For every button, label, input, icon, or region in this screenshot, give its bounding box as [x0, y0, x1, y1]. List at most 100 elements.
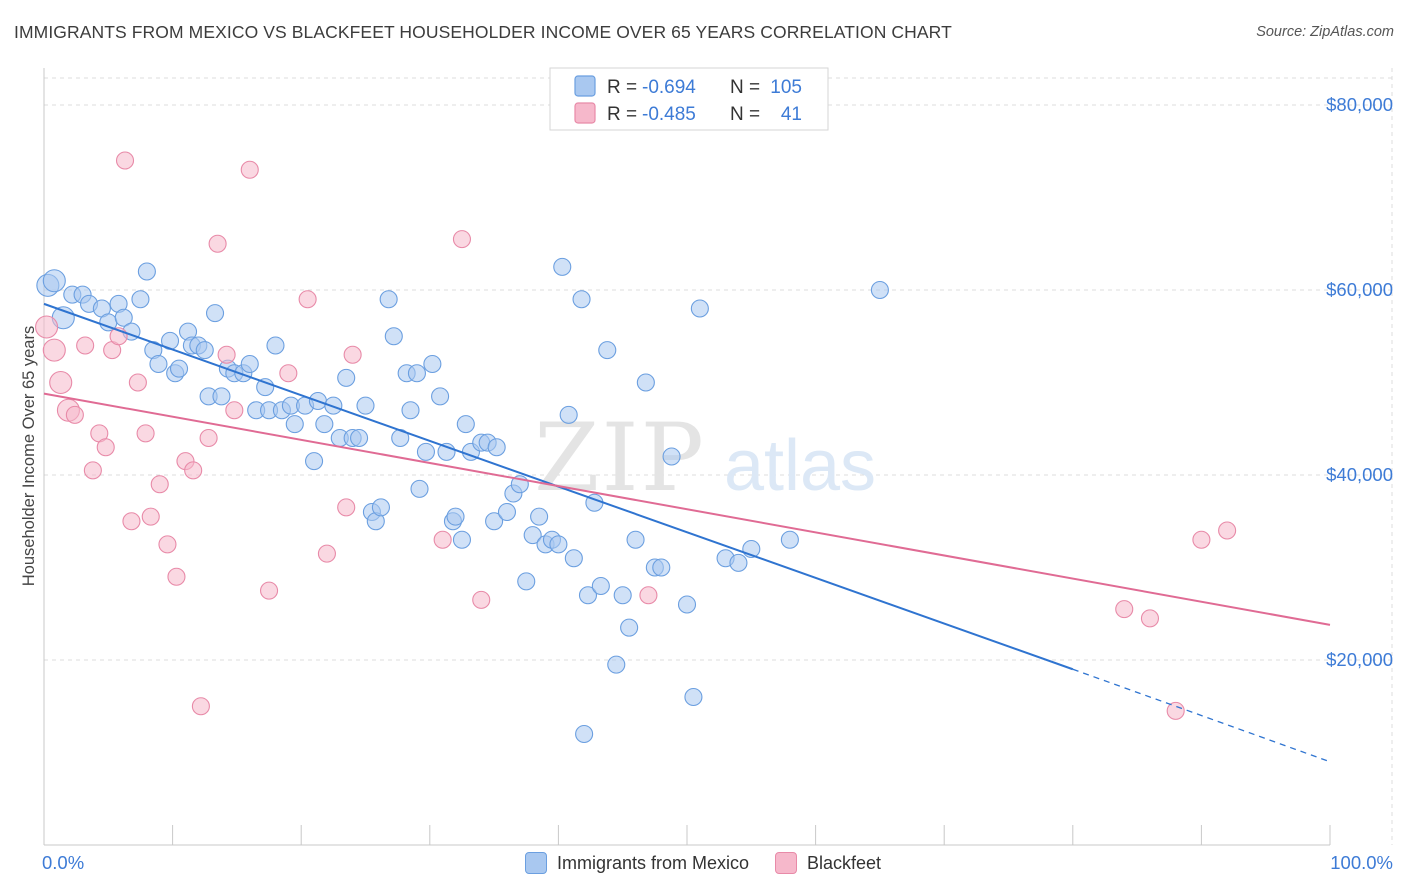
legend-n-label: N =: [730, 104, 760, 125]
data-point: [607, 655, 626, 674]
data-point: [559, 405, 578, 424]
data-point: [662, 447, 681, 466]
legend-n-value: 41: [781, 104, 802, 125]
data-point: [350, 428, 369, 448]
x-tick-label-max: 100.0%: [1330, 852, 1393, 873]
data-point: [456, 415, 475, 434]
data-point: [487, 438, 506, 457]
data-point: [410, 479, 429, 498]
data-point: [158, 535, 177, 554]
data-point: [1115, 600, 1134, 619]
y-tick-label: $80,000: [1326, 94, 1393, 115]
source-credit: Source: ZipAtlas.com: [1256, 24, 1394, 40]
legend-swatch-blue: [524, 852, 547, 874]
legend-row-swatch: [574, 102, 596, 124]
data-point: [620, 618, 639, 637]
data-point: [578, 586, 598, 605]
watermark-atlas: atlas: [724, 426, 876, 506]
data-point: [114, 308, 133, 327]
legend-item-immigrants-from-mexico: Immigrants from Mexico: [524, 852, 749, 874]
y-tick-label: $60,000: [1326, 279, 1393, 300]
data-point: [128, 373, 147, 392]
data-point: [613, 586, 632, 605]
legend-n-label: N =: [730, 77, 760, 98]
data-point: [137, 262, 156, 281]
axes: [43, 68, 1331, 846]
data-point: [199, 428, 218, 448]
data-point: [523, 526, 542, 545]
data-point: [1166, 701, 1185, 720]
data-point: [240, 354, 259, 374]
data-point: [83, 461, 102, 480]
data-point: [446, 507, 465, 526]
data-point: [371, 498, 390, 517]
data-point: [184, 461, 203, 480]
trend-line-extrapolated: [1072, 668, 1331, 763]
legend-r-value: -0.694: [642, 77, 696, 98]
data-point: [169, 359, 189, 378]
series-blackfeet: [35, 151, 1237, 720]
data-point: [212, 387, 231, 406]
data-point: [553, 257, 572, 276]
data-point: [315, 415, 334, 434]
legend-box: [549, 67, 829, 131]
data-point: [472, 590, 491, 609]
data-point: [343, 345, 362, 364]
data-point: [96, 438, 115, 457]
data-point: [298, 290, 317, 309]
data-point: [225, 401, 244, 420]
y-tick-label: $40,000: [1326, 464, 1393, 485]
data-point: [591, 576, 610, 596]
data-point: [780, 530, 799, 549]
legend-item-blackfeet: Blackfeet: [775, 852, 881, 874]
data-point: [149, 354, 168, 374]
legend-r-value: -0.485: [642, 104, 696, 125]
x-tick-label-min: 0.0%: [42, 852, 84, 873]
data-point: [217, 345, 236, 364]
bottom-legend: Immigrants from Mexico Blackfeet: [0, 852, 1406, 874]
grid-lines: [44, 68, 1393, 845]
data-point: [131, 290, 150, 309]
data-point: [167, 567, 186, 586]
data-point: [452, 530, 472, 549]
data-point: [598, 341, 617, 360]
data-point: [423, 354, 442, 374]
data-point: [49, 370, 73, 395]
series-immigrants-from-mexico: [36, 257, 889, 744]
data-point: [35, 315, 59, 339]
data-point: [337, 368, 356, 387]
data-point: [564, 549, 583, 568]
legend-r-label: R =: [607, 104, 637, 125]
data-point: [191, 697, 210, 716]
data-point: [195, 341, 214, 360]
data-point: [431, 387, 450, 406]
data-point: [729, 553, 748, 572]
data-point: [639, 586, 658, 605]
data-point: [530, 507, 549, 526]
data-point: [416, 442, 435, 461]
data-point: [279, 364, 298, 383]
data-point: [136, 424, 155, 443]
data-point: [141, 507, 160, 526]
data-point: [317, 544, 336, 563]
y-axis-title: Householder Income Over 65 years: [20, 326, 38, 586]
data-point: [497, 502, 517, 522]
data-point: [407, 364, 426, 383]
legend-label-blackfeet: Blackfeet: [807, 852, 882, 873]
data-point: [401, 401, 420, 420]
data-point: [266, 336, 285, 355]
data-point: [517, 572, 536, 591]
trend-line-blackfeet: [43, 392, 1331, 626]
legend-n-value: 105: [770, 77, 802, 98]
trend-lines: [43, 302, 1331, 763]
legend-row-swatch: [574, 75, 596, 97]
data-point: [305, 452, 324, 471]
legend-label-immigrants-from-mexico: Immigrants from Mexico: [556, 852, 749, 873]
data-point: [76, 336, 95, 355]
data-point: [42, 269, 66, 293]
legend-r-label: R =: [607, 77, 637, 98]
data-point: [575, 724, 594, 744]
data-point: [379, 290, 398, 309]
data-point: [42, 338, 66, 362]
data-point: [259, 581, 279, 600]
